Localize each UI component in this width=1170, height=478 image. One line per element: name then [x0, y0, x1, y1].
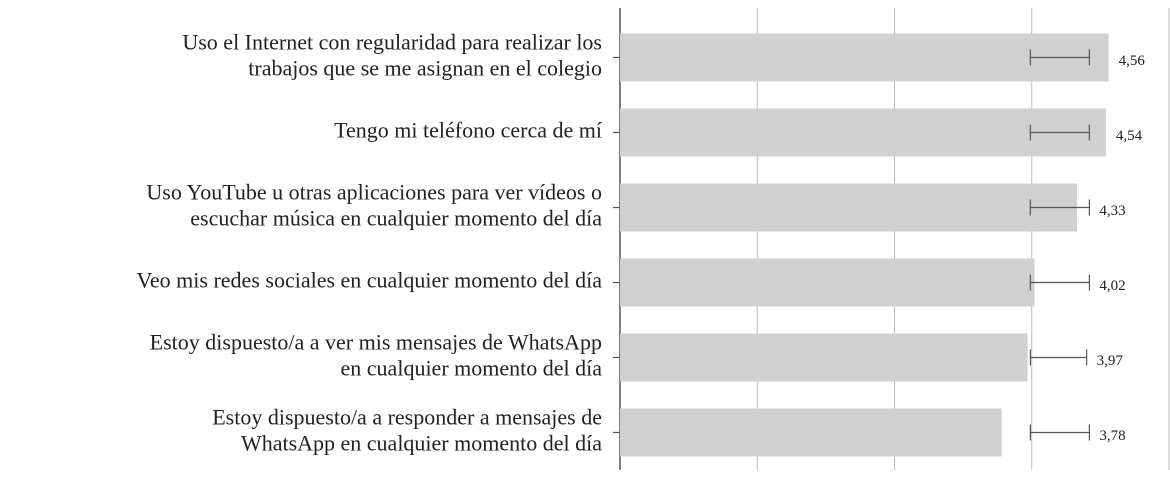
label-line: Estoy dispuesto/a a responder a mensajes… [212, 405, 602, 430]
y-tick-label: Uso el Internet con regularidad para rea… [182, 30, 602, 81]
label-line: escuchar música en cualquier momento del… [190, 206, 602, 231]
value-label: 4,54 [1116, 128, 1143, 144]
y-tick-label: Uso YouTube u otras aplicaciones para ve… [146, 180, 602, 231]
y-tick-label: Estoy dispuesto/a a responder a mensajes… [212, 405, 602, 456]
label-line: Uso YouTube u otras aplicaciones para ve… [146, 180, 602, 205]
value-label: 4,02 [1099, 278, 1125, 294]
value-label: 4,33 [1099, 203, 1125, 219]
label-line: Estoy dispuesto/a a ver mis mensajes de … [150, 330, 602, 355]
value-label: 3,97 [1097, 353, 1124, 369]
label-line: trabajos que se me asignan en el colegio [248, 56, 602, 81]
label-line: Uso el Internet con regularidad para rea… [182, 30, 602, 55]
bar [620, 408, 1002, 457]
label-line: Veo mis redes sociales en cualquier mome… [136, 268, 602, 293]
bar [620, 183, 1078, 232]
label-line: Tengo mi teléfono cerca de mí [334, 118, 602, 143]
value-label: 3,78 [1099, 428, 1125, 444]
label-line: en cualquier momento del día [341, 356, 603, 381]
bar [620, 33, 1109, 82]
bar [620, 258, 1035, 307]
label-line: WhatsApp en cualquier momento del día [241, 431, 602, 456]
value-label: 4,56 [1119, 53, 1146, 69]
bar [620, 333, 1028, 382]
y-tick-label: Estoy dispuesto/a a ver mis mensajes de … [150, 330, 603, 381]
y-tick-label: Veo mis redes sociales en cualquier mome… [136, 268, 602, 293]
y-tick-label: Tengo mi teléfono cerca de mí [334, 118, 602, 143]
bar [620, 108, 1106, 157]
